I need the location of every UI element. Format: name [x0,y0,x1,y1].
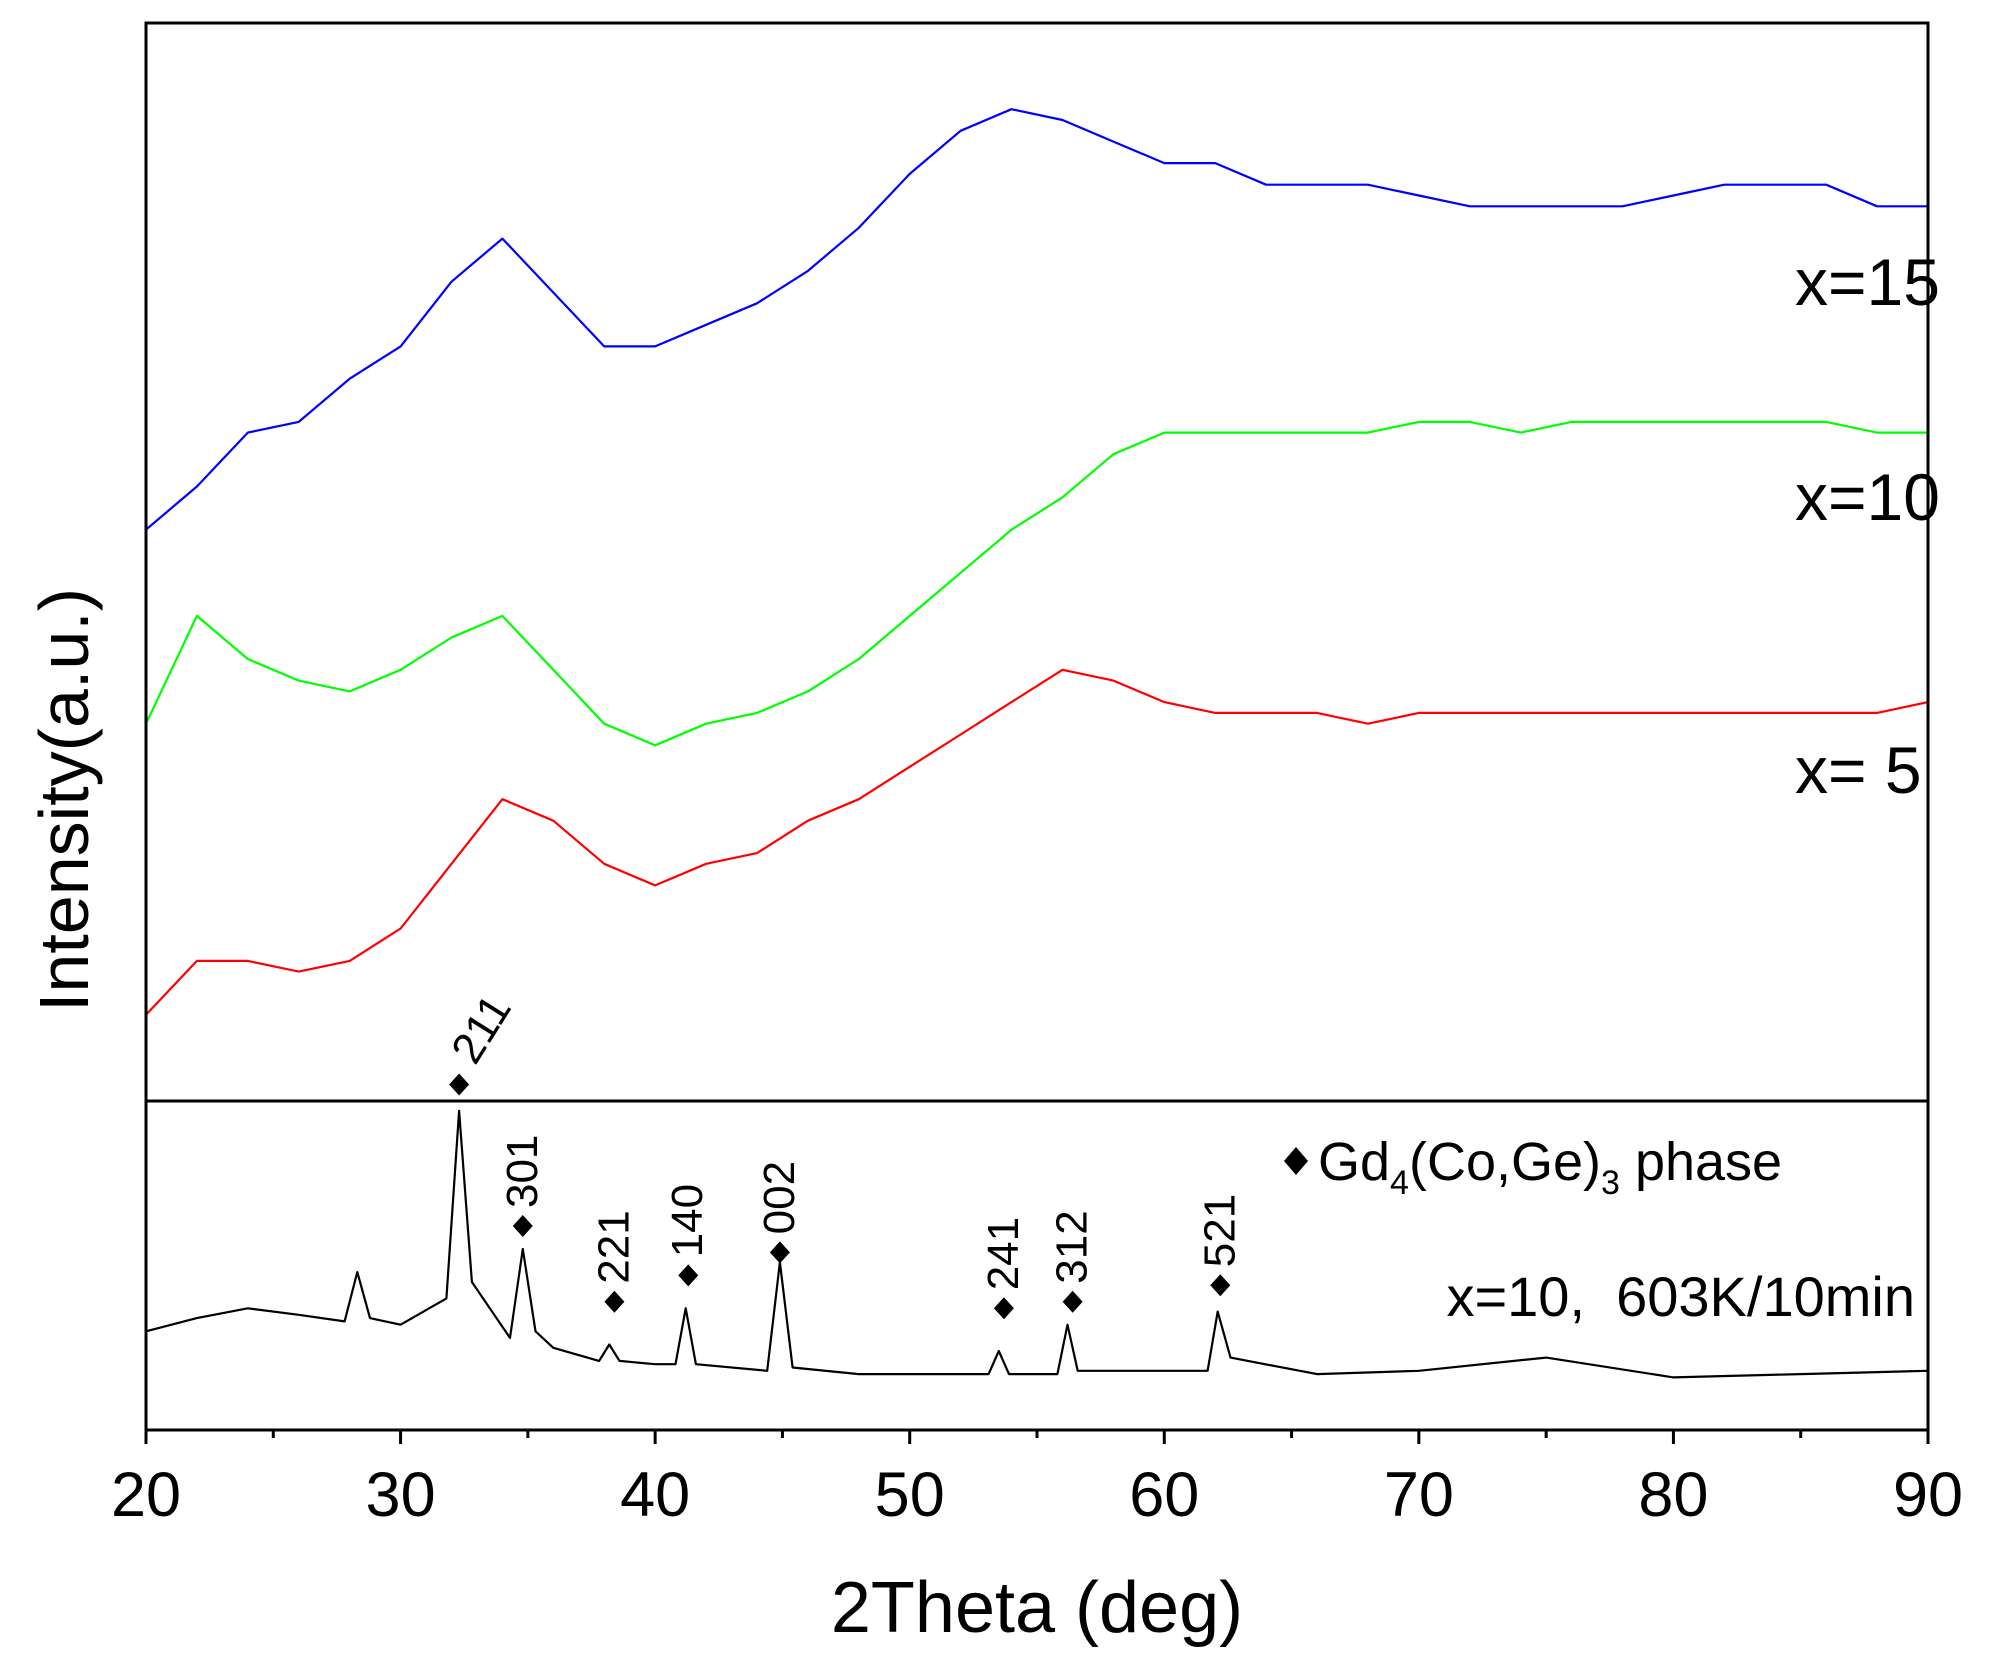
legend-part: (Co,Ge) [1409,1132,1601,1192]
peak-label: 140 [663,1184,712,1257]
x-tick-label: 80 [1638,1460,1708,1530]
x-tick-label: 70 [1384,1460,1454,1530]
peak-marker [678,1264,699,1287]
peak-label: 211 [442,986,521,1071]
peak-marker [512,1215,533,1238]
peak-marker [769,1241,790,1264]
legend-part: 3 [1601,1164,1620,1202]
data-line [145,668,1929,1016]
x-tick-label: 30 [366,1460,436,1530]
peak-label: 241 [979,1217,1028,1290]
peak-label: 312 [1048,1210,1097,1283]
legend-label: Gd4(Co,Ge)3 phase [1318,1132,1782,1202]
legend-part: phase [1620,1132,1782,1192]
data-line [145,420,1928,747]
legend-part: 4 [1390,1164,1409,1202]
data-line [145,108,1928,531]
peak-label: 521 [1195,1194,1244,1267]
series-label: x=15 [1795,245,1940,319]
panel-frame [144,21,1930,1103]
peak-marker [1062,1290,1083,1313]
peak-marker [604,1290,625,1313]
x-axis-title: 2Theta (deg) [831,1568,1243,1648]
peak-label: 221 [589,1210,638,1283]
x-tick-label: 60 [1129,1460,1199,1530]
peak-marker [449,1073,470,1096]
x-tick-label: 20 [111,1460,181,1530]
peak-marker [1210,1274,1231,1297]
peak-label: 301 [498,1135,547,1208]
legend-part: Gd [1318,1132,1390,1192]
data-line [145,1109,1929,1379]
series-label: x=10 [1795,460,1940,534]
series-label: x= 5 [1795,733,1922,807]
peak-marker [993,1297,1014,1320]
y-axis-title: Intensity(a.u.) [25,588,103,1012]
x-tick-label: 50 [875,1460,945,1530]
peak-label: 002 [755,1161,804,1234]
condition-annotation: x=10, 603K/10min [1446,1265,1915,1328]
x-tick-label: 40 [620,1460,690,1530]
legend-marker [1284,1147,1308,1175]
x-tick-label: 90 [1893,1460,1963,1530]
